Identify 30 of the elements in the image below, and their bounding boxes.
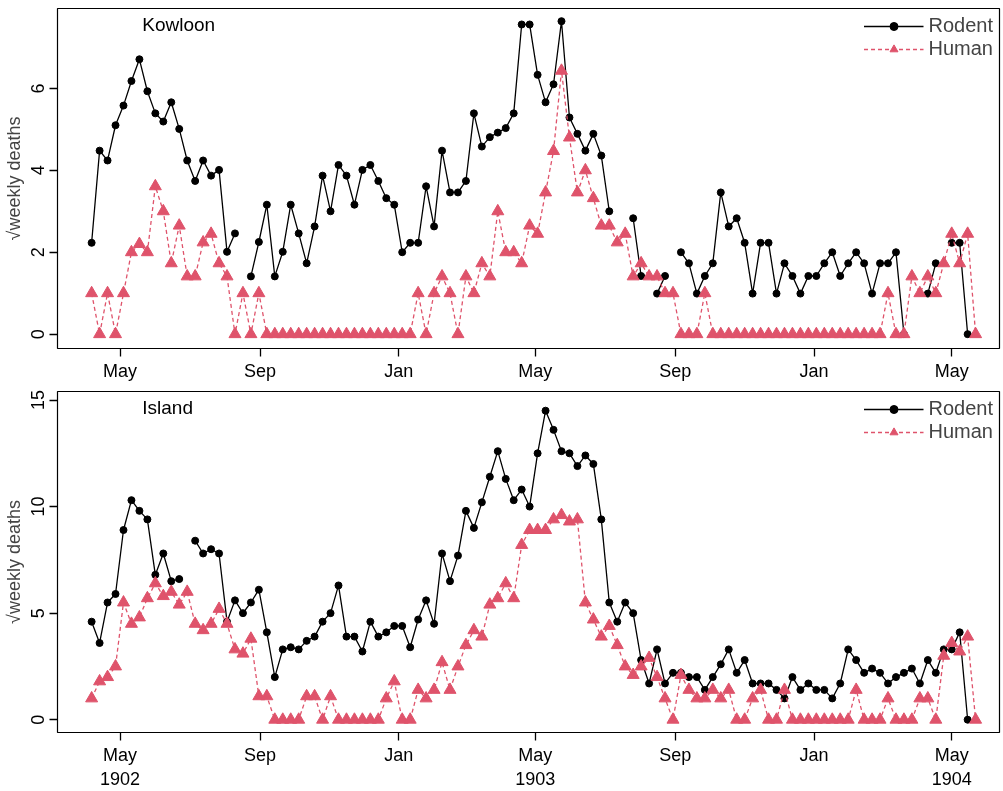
x-tick-label: May bbox=[103, 360, 138, 381]
x-tick-label: May bbox=[934, 360, 969, 381]
y-tick-label: 15 bbox=[28, 390, 49, 411]
x-tick-label: May 1903 bbox=[515, 744, 556, 789]
x-tick-label: May 1904 bbox=[931, 744, 972, 789]
x-tick-label: Jan bbox=[384, 360, 414, 381]
chart-title: Island bbox=[142, 396, 193, 418]
y-tick-label: 0 bbox=[28, 714, 49, 725]
x-tick-label: Sep bbox=[243, 360, 277, 381]
y-tick-label: 4 bbox=[28, 165, 49, 176]
y-tick-label: 6 bbox=[28, 83, 49, 94]
y-axis-title: √weekly deaths bbox=[3, 500, 24, 624]
x-tick-label: Sep bbox=[659, 744, 692, 765]
y-tick-label: 5 bbox=[28, 608, 49, 619]
y-tick-label: 10 bbox=[28, 496, 49, 517]
x-tick-label: Sep bbox=[243, 744, 277, 765]
legend-label: Human bbox=[928, 420, 993, 443]
x-tick-label: May bbox=[518, 360, 553, 381]
y-tick-label: 2 bbox=[28, 247, 49, 258]
y-axis-title: √weekly deaths bbox=[3, 116, 24, 241]
x-tick-label: May 1902 bbox=[100, 744, 141, 789]
legend-label: Rodent bbox=[928, 397, 993, 420]
legend-label: Human bbox=[928, 37, 993, 60]
x-tick-label: Jan bbox=[799, 360, 829, 381]
x-tick-label: Sep bbox=[659, 360, 692, 381]
legend-label: Rodent bbox=[928, 14, 993, 37]
x-tick-label: Jan bbox=[384, 744, 414, 765]
y-tick-label: 0 bbox=[28, 329, 49, 340]
x-tick-label: Jan bbox=[799, 744, 829, 765]
chart-title: Kowloon bbox=[142, 13, 216, 35]
